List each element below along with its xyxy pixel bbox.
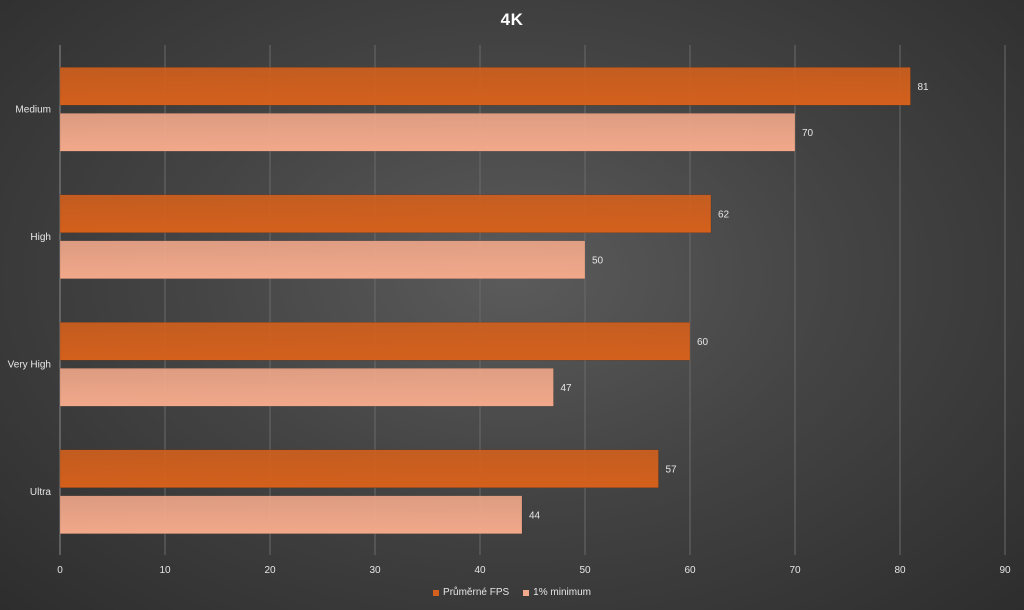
data-label: 70	[802, 128, 814, 139]
bar-avg-fps	[59, 194, 712, 233]
category-label: High	[30, 232, 51, 243]
x-tick-label: 90	[999, 565, 1011, 576]
data-label: 62	[718, 209, 730, 220]
legend-swatch-avg-fps	[433, 589, 440, 596]
category-label: Medium	[15, 104, 51, 115]
x-tick-label: 20	[264, 565, 276, 576]
bar-avg-fps	[59, 449, 659, 488]
data-label: 57	[666, 464, 678, 475]
legend: Průměrné FPS 1% minimum	[0, 587, 1024, 598]
category-label: Very High	[8, 359, 51, 370]
x-tick-label: 0	[57, 565, 63, 576]
chart-title: 4K	[500, 10, 524, 29]
bar-1pct-min	[59, 368, 554, 407]
bar-1pct-min	[59, 495, 523, 534]
category-label: Ultra	[30, 487, 52, 498]
legend-label-1pct-min: 1% minimum	[533, 587, 591, 598]
x-tick-label: 60	[684, 565, 696, 576]
legend-item-1pct-min: 1% minimum	[523, 587, 591, 598]
data-label: 81	[918, 82, 930, 93]
legend-swatch-1pct-min	[523, 589, 530, 596]
x-tick-label: 50	[579, 565, 591, 576]
data-label: 47	[561, 383, 573, 394]
bar-1pct-min	[59, 113, 796, 152]
x-tick-label: 70	[789, 565, 801, 576]
legend-item-avg-fps: Průměrné FPS	[433, 587, 509, 598]
data-label: 44	[529, 510, 541, 521]
x-tick-label: 80	[894, 565, 906, 576]
legend-label-avg-fps: Průměrné FPS	[443, 587, 510, 598]
bar-avg-fps	[59, 322, 691, 361]
bar-1pct-min	[59, 240, 586, 279]
data-label: 50	[592, 255, 604, 266]
data-label: 60	[697, 337, 709, 348]
x-tick-label: 40	[474, 565, 486, 576]
x-tick-label: 30	[369, 565, 381, 576]
bar-avg-fps	[59, 67, 911, 106]
x-tick-label: 10	[159, 565, 171, 576]
